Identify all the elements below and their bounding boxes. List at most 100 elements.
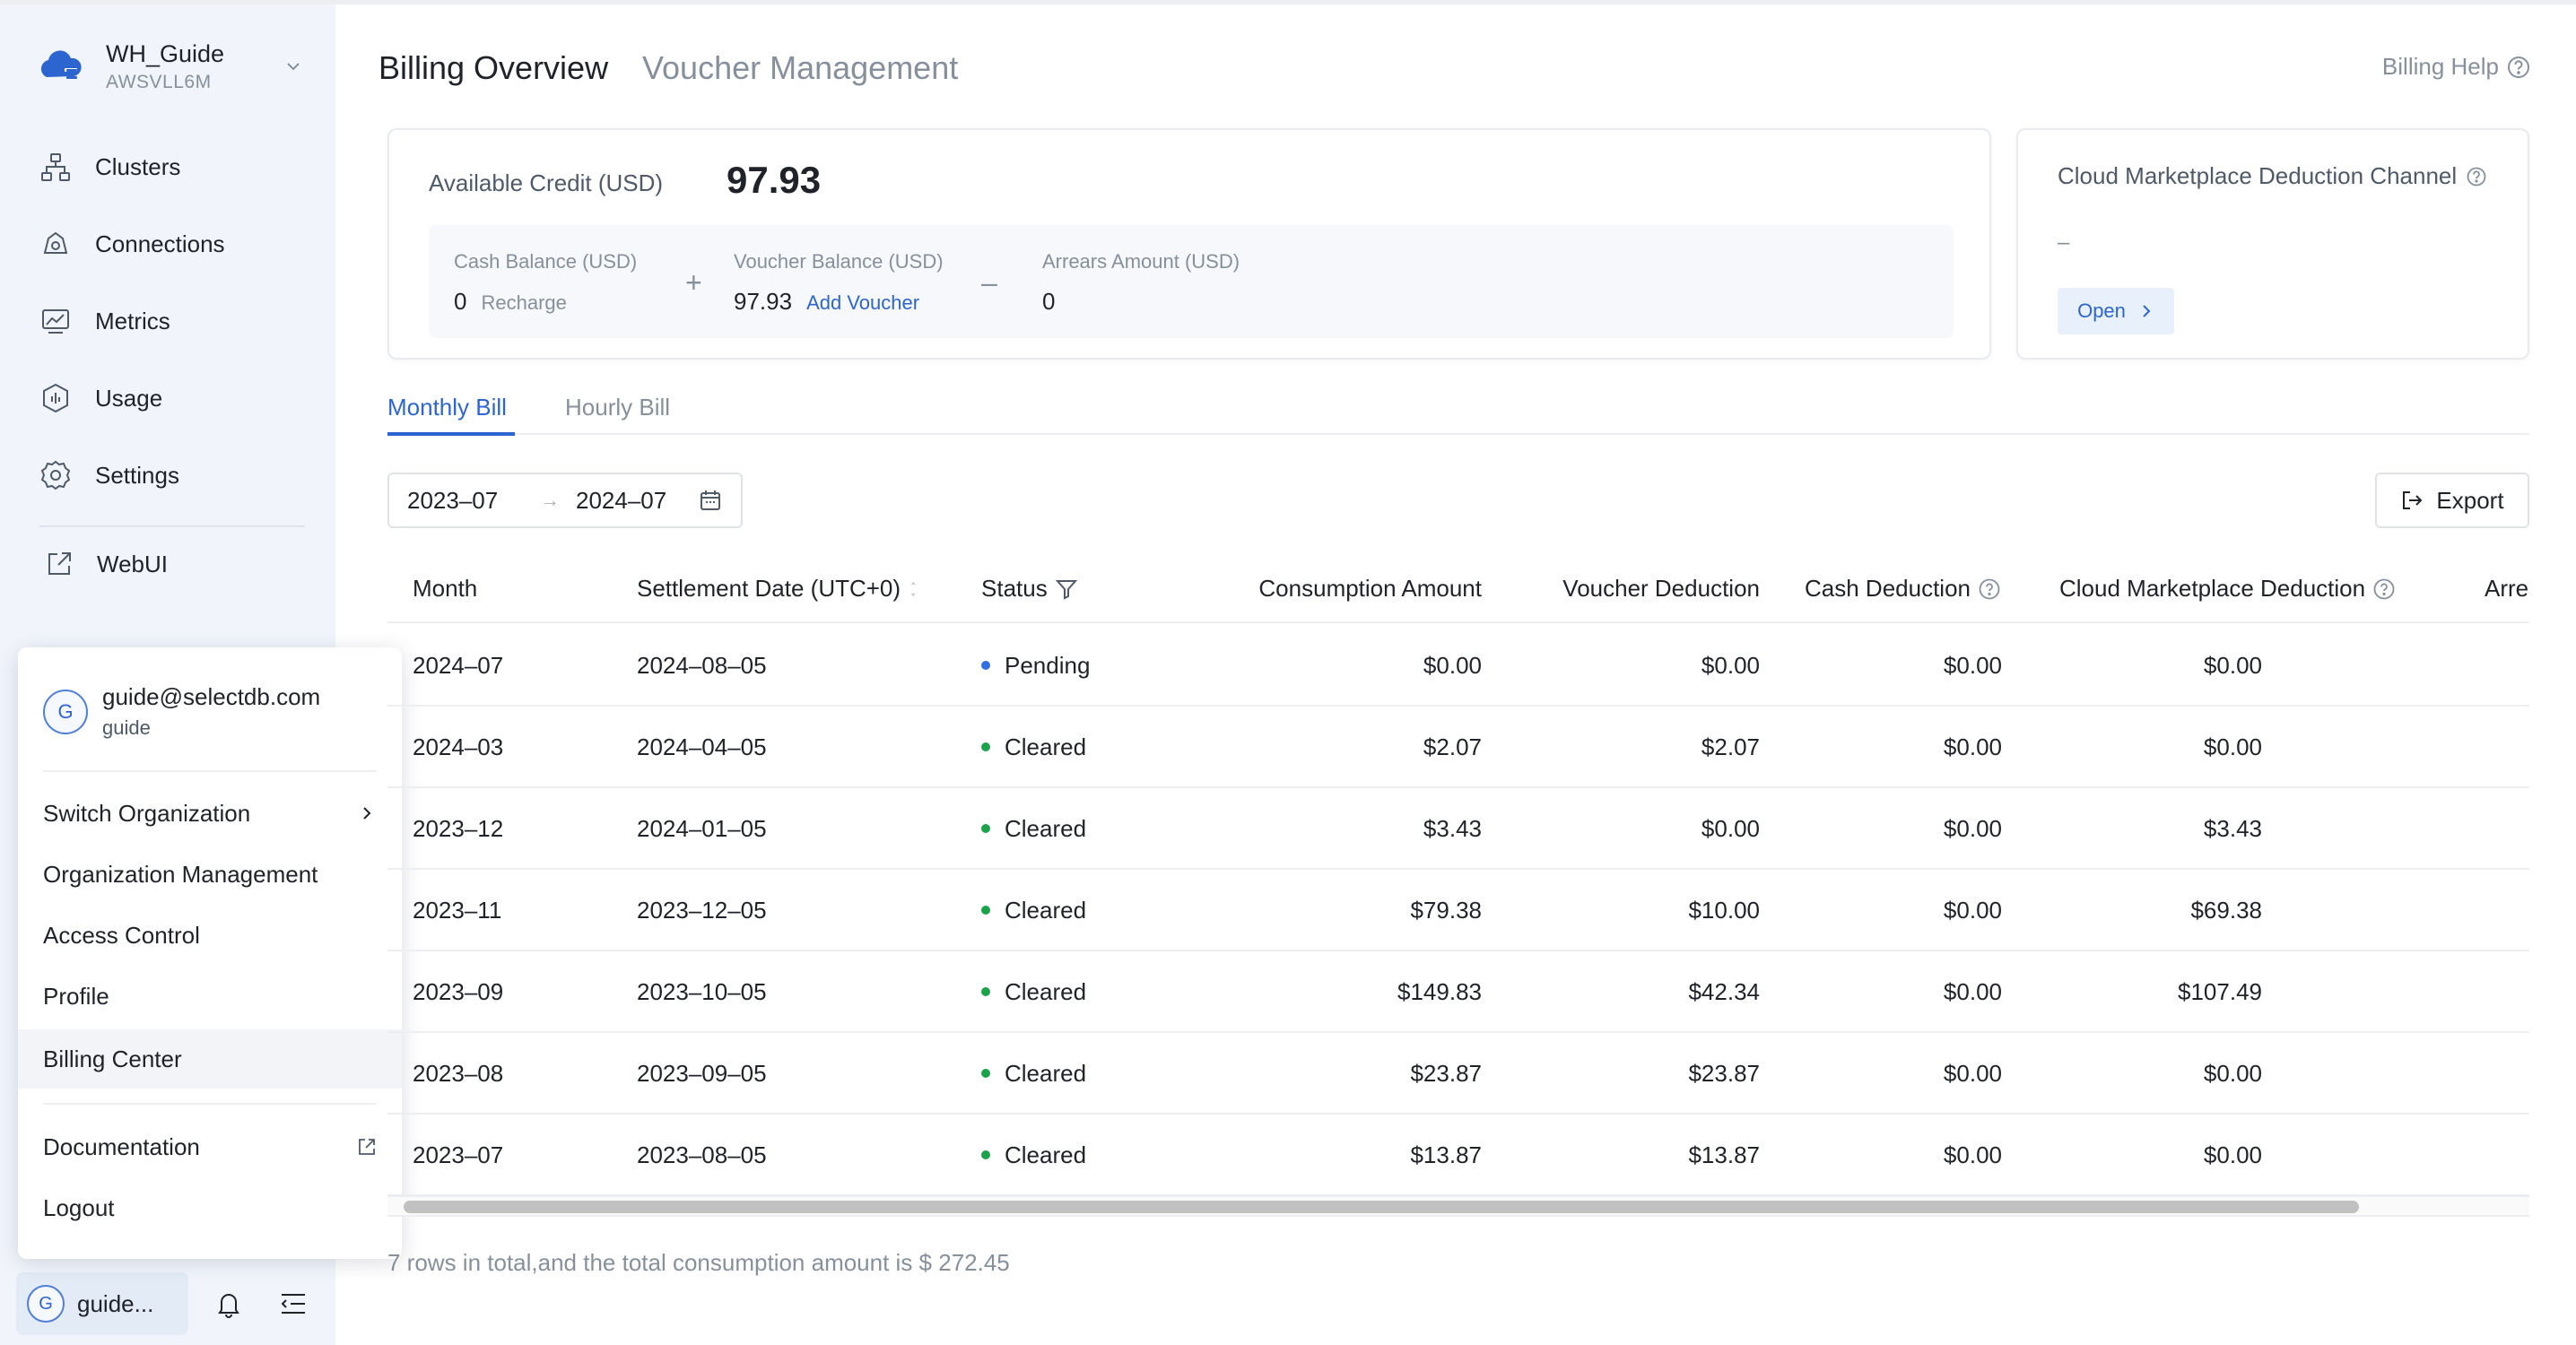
sidebar-item-clusters[interactable]: Clusters — [39, 128, 225, 205]
org-switcher[interactable]: WH_Guide AWSVLL6M — [34, 35, 303, 98]
cell-month: 2023–08 — [413, 1060, 504, 1087]
cell-settlement-date: 2024–01–05 — [637, 815, 767, 842]
menu-user-info: G guide@selectdb.com guide — [43, 683, 320, 740]
cell-cloud-marketplace-deduction: $0.00 — [2203, 733, 2262, 760]
sort-icon[interactable] — [908, 577, 924, 601]
cell-month: 2023–09 — [413, 978, 504, 1005]
status-label: Cleared — [1005, 815, 1087, 842]
menu-item-logout[interactable]: Logout — [18, 1178, 402, 1237]
table-row[interactable]: 2024–07 2024–08–05 Pending $0.00 $0.00 $0.00 $… — [387, 625, 2529, 707]
clusters-icon — [41, 153, 70, 181]
user-short-name: guide... — [77, 1289, 154, 1317]
scrollbar-thumb[interactable] — [404, 1201, 2359, 1213]
table-row[interactable]: 2023–09 2023–10–05 Cleared $149.83 $42.34 $0.… — [387, 951, 2529, 1033]
sidebar-item-connections[interactable]: Connections — [39, 205, 225, 282]
table-row[interactable]: 2023–12 2024–01–05 Cleared $3.43 $0.00 $0.00 $… — [387, 788, 2529, 870]
sidebar-item-label: Connections — [95, 230, 225, 257]
cell-status: Cleared — [981, 1141, 1086, 1169]
cell-cash-deduction: $0.00 — [1943, 1060, 2002, 1087]
marketplace-title: Cloud Marketplace Deduction Channel — [2058, 162, 2487, 190]
cash-balance-label: Cash Balance (USD) — [454, 250, 638, 273]
cell-settlement-date: 2023–09–05 — [637, 1060, 767, 1087]
add-voucher-link[interactable]: Add Voucher — [806, 291, 920, 314]
col-cash-deduction: Cash Deduction — [1805, 575, 2001, 603]
col-status[interactable]: Status — [981, 575, 1078, 603]
table-summary: 7 rows in total,and the total consumptio… — [387, 1249, 1010, 1276]
cell-voucher-deduction: $10.00 — [1688, 897, 1760, 924]
external-link-icon — [48, 552, 71, 575]
col-consumption-amount: Consumption Amount — [1258, 575, 1482, 602]
bell-icon[interactable] — [213, 1289, 244, 1319]
export-button[interactable]: Export — [2375, 473, 2529, 528]
page-title[interactable]: Billing Overview — [379, 49, 609, 86]
table-row[interactable]: 2023–08 2023–09–05 Cleared $23.87 $23.87 $0.0… — [387, 1033, 2529, 1115]
open-button[interactable]: Open — [2058, 288, 2174, 334]
sidebar-item-webui[interactable]: WebUI — [45, 550, 168, 578]
cell-cloud-marketplace-deduction: $0.00 — [2203, 1060, 2262, 1087]
webui-label: WebUI — [97, 550, 168, 577]
menu-item-profile[interactable]: Profile — [18, 967, 402, 1026]
connections-icon — [43, 231, 68, 254]
billing-help-link[interactable]: Billing Help — [2382, 53, 2531, 81]
end-month[interactable]: 2024–07 — [576, 486, 667, 514]
cell-cloud-marketplace-deduction: $69.38 — [2190, 897, 2262, 924]
table-header: Month Settlement Date (UTC+0) Status Con… — [387, 555, 2529, 623]
start-month[interactable]: 2023–07 — [407, 486, 499, 514]
cloud-logo-icon — [40, 50, 82, 79]
cell-cloud-marketplace-deduction: $3.43 — [2203, 815, 2262, 842]
cell-consumption-amount: $13.87 — [1410, 1141, 1482, 1168]
voucher-balance-label: Voucher Balance (USD) — [734, 250, 944, 273]
cell-cloud-marketplace-deduction: $0.00 — [2203, 652, 2262, 679]
menu-item-switch-organization[interactable]: Switch Organization — [18, 784, 402, 843]
balance-breakdown: Cash Balance (USD) 0 Recharge + Voucher … — [429, 225, 1954, 338]
bill-table: Month Settlement Date (UTC+0) Status Con… — [387, 555, 2529, 1219]
cell-month: 2023–12 — [413, 815, 504, 842]
help-circle-icon[interactable] — [2372, 577, 2396, 601]
menu-item-access-control[interactable]: Access Control — [18, 906, 402, 965]
status-label: Cleared — [1005, 1060, 1087, 1087]
help-circle-icon[interactable] — [1978, 577, 2001, 601]
sidebar-item-metrics[interactable]: Metrics — [39, 282, 225, 360]
user-menu-trigger[interactable]: G guide... — [16, 1272, 188, 1335]
arrears-amount: Arrears Amount (USD) 0 — [1042, 250, 1240, 316]
table-row[interactable]: 2023–07 2023–08–05 Cleared $13.87 $13.87 $0.0… — [387, 1115, 2529, 1196]
menu-item-organization-management[interactable]: Organization Management — [18, 845, 402, 904]
tab-monthly-bill[interactable]: Monthly Bill — [387, 394, 507, 421]
cell-voucher-deduction: $0.00 — [1701, 815, 1760, 842]
sidebar-item-usage[interactable]: Usage — [39, 360, 225, 437]
cash-balance: Cash Balance (USD) 0 Recharge — [454, 250, 637, 316]
filter-icon[interactable] — [1055, 577, 1078, 601]
date-range-picker[interactable]: 2023–07 → 2024–07 — [387, 473, 743, 528]
chevron-down-icon[interactable] — [283, 56, 303, 76]
tab-hourly-bill[interactable]: Hourly Bill — [565, 394, 671, 421]
col-voucher-deduction: Voucher Deduction — [1562, 575, 1760, 602]
tab-voucher-management[interactable]: Voucher Management — [642, 49, 959, 86]
cell-month: 2024–07 — [413, 652, 504, 679]
menu-item-label: Access Control — [43, 921, 200, 949]
org-name: WH_Guide — [106, 39, 225, 67]
table-row[interactable]: 2024–03 2024–04–05 Cleared $2.07 $2.07 $0.00 $… — [387, 707, 2529, 788]
cell-consumption-amount: $0.00 — [1423, 652, 1482, 679]
help-circle-icon — [2508, 56, 2529, 78]
menu-item-documentation[interactable]: Documentation — [18, 1117, 402, 1176]
col-settlement-date[interactable]: Settlement Date (UTC+0) — [637, 575, 924, 603]
avatar: G — [43, 689, 88, 734]
horizontal-scrollbar[interactable] — [387, 1195, 2529, 1217]
cell-cloud-marketplace-deduction: $0.00 — [2203, 1141, 2262, 1168]
cell-cash-deduction: $0.00 — [1943, 652, 2002, 679]
col-status-label: Status — [981, 575, 1048, 602]
marketplace-channel-card: Cloud Marketplace Deduction Channel – Op… — [2016, 128, 2529, 360]
menu-item-billing-center[interactable]: Billing Center — [18, 1029, 402, 1089]
menu-divider — [43, 770, 377, 772]
recharge-link[interactable]: Recharge — [481, 291, 567, 314]
help-circle-icon[interactable] — [2466, 166, 2487, 187]
table-row[interactable]: 2023–11 2023–12–05 Cleared $79.38 $10.00 $0.0… — [387, 870, 2529, 951]
sidebar-item-label: Settings — [95, 461, 179, 489]
collapse-menu-icon[interactable] — [278, 1289, 309, 1319]
voucher-balance: Voucher Balance (USD) 97.93 Add Voucher — [734, 250, 944, 316]
sidebar-item-settings[interactable]: Settings — [39, 437, 225, 514]
cell-voucher-deduction: $42.34 — [1688, 978, 1760, 1005]
plus-sign: + — [685, 266, 702, 299]
open-button-label: Open — [2077, 299, 2126, 322]
cell-month: 2023–07 — [413, 1141, 504, 1168]
